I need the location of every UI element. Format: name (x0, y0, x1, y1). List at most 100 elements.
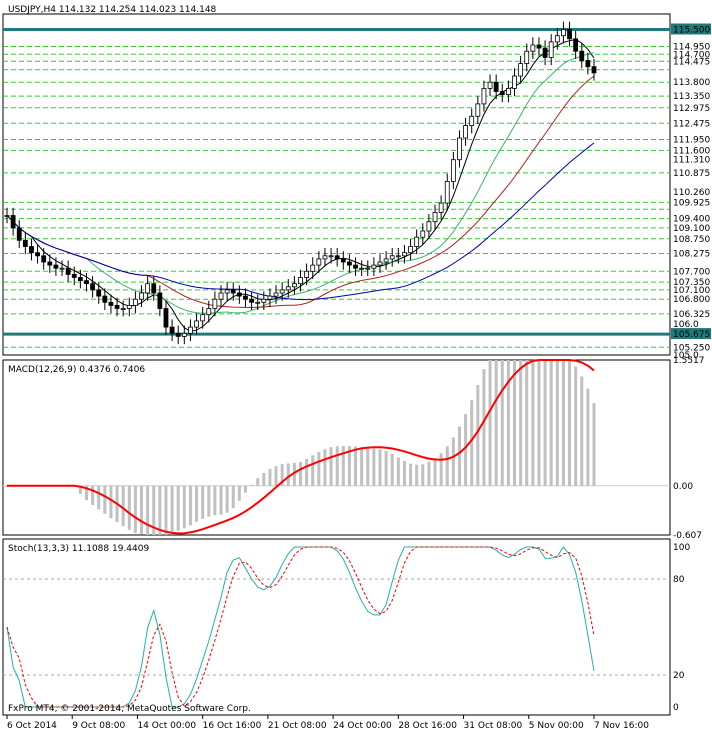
candle-body (542, 47, 548, 58)
key-level-tag (671, 328, 711, 340)
macd-histogram-bar (121, 485, 125, 527)
y-tick-label: 106.325 (673, 310, 710, 320)
macd-histogram-bar (311, 455, 315, 486)
macd-histogram-bar (158, 485, 162, 535)
candle-body (524, 50, 530, 65)
macd-histogram-bar (347, 446, 351, 486)
candle-body (426, 221, 432, 232)
macd-histogram-bar (225, 485, 229, 513)
candle-body (493, 81, 499, 92)
candle-body (505, 88, 511, 96)
macd-histogram-bar (268, 469, 272, 486)
macd-histogram-bar (146, 485, 150, 535)
candle-body (512, 75, 517, 89)
macd-histogram-bar (213, 485, 217, 516)
candle-body (4, 215, 10, 217)
candle-body (236, 292, 242, 297)
candle-body (389, 255, 395, 260)
macd-histogram-bar (555, 360, 559, 486)
x-tick-label: 9 Oct 08:00 (72, 721, 125, 731)
candle-body (102, 295, 108, 303)
x-tick-label: 6 Oct 2014 (7, 721, 57, 731)
candle-body (395, 255, 401, 258)
macd-histogram-bar (176, 485, 180, 531)
candle-body (438, 202, 444, 213)
candle-body (255, 301, 261, 304)
stoch-signal-line (6, 546, 595, 708)
macd-histogram-bar (286, 463, 290, 486)
candle-body (463, 125, 468, 139)
candle-body (41, 255, 47, 263)
stoch-y-tick-label: 20 (673, 671, 685, 681)
candle-body (469, 115, 475, 127)
candle-body (518, 63, 524, 77)
macd-histogram-bar (250, 484, 254, 486)
candle-body (163, 308, 169, 328)
macd-histogram-bar (561, 360, 565, 486)
macd-histogram-bar (262, 473, 266, 486)
candle-body (145, 283, 151, 294)
macd-histogram-bar (525, 360, 529, 486)
y-tick-label: 115.500 (673, 26, 710, 36)
panel-frame-1 (2, 13, 671, 356)
y-tick-label: 109.925 (673, 198, 710, 208)
macd-histogram-bar (409, 463, 413, 486)
candle-body (554, 35, 560, 43)
candle-body (175, 332, 181, 337)
y-tick-label: 108.750 (673, 235, 710, 245)
candle-body (16, 227, 22, 241)
candle-body (291, 283, 297, 288)
macd-histogram-bar (127, 485, 131, 530)
candle-body (47, 261, 53, 266)
candle-body (249, 298, 254, 303)
macd-histogram-bar (231, 485, 235, 509)
stoch-y-tick-label: 100 (673, 543, 690, 553)
y-tick-label: 111.310 (673, 155, 710, 165)
macd-histogram-bar (341, 445, 345, 486)
candle-body (151, 283, 157, 294)
candle-body (90, 283, 96, 291)
candle-body (304, 270, 310, 278)
macd-histogram-bar (457, 426, 461, 486)
candle-body (224, 289, 230, 294)
stoch-y-tick-label: 0 (673, 703, 679, 713)
macd-histogram-bar (329, 447, 333, 486)
candle-body (408, 246, 413, 254)
candle-body (139, 292, 144, 300)
macd-histogram-bar (488, 360, 492, 486)
x-tick-label: 21 Oct 08:00 (268, 721, 327, 731)
macd-histogram-bar (482, 369, 486, 486)
candle-body (35, 252, 40, 257)
candle-body (414, 236, 420, 247)
price-chart-title: USDJPY,H4 114.132 114.254 114.023 114.14… (8, 5, 217, 15)
macd-histogram-bar (531, 360, 535, 486)
stoch-main-line (6, 546, 595, 708)
y-tick-label: 107.100 (673, 286, 710, 296)
macd-histogram-bar (103, 485, 107, 514)
macd-y-tick-label: 0.00 (673, 482, 693, 492)
y-tick-label: 105.250 (673, 343, 710, 353)
macd-histogram-bar (580, 376, 584, 486)
candle-body (298, 277, 303, 285)
macd-histogram-bar (243, 485, 247, 493)
macd-histogram-bar (500, 360, 504, 486)
macd-histogram-bar (366, 447, 370, 486)
candle-body (29, 246, 34, 254)
macd-histogram-bar (201, 485, 205, 519)
y-tick-label: 106.800 (673, 295, 710, 305)
y-tick-label: 107.700 (673, 267, 710, 277)
macd-histogram-bar (133, 485, 137, 533)
candle-body (591, 66, 597, 74)
x-tick-label: 16 Oct 16:00 (203, 721, 262, 731)
macd-histogram-bar (396, 457, 400, 486)
macd-histogram-bar (433, 458, 437, 486)
candle-body (22, 239, 28, 247)
macd-histogram-bar (537, 360, 541, 486)
candle-body (181, 332, 187, 337)
y-tick-label: 111.950 (673, 136, 710, 146)
candle-body (573, 38, 579, 52)
y-tick-label: 111.600 (673, 146, 710, 156)
macd-histogram-bar (421, 464, 425, 486)
macd-histogram-bar (574, 366, 578, 486)
macd-histogram-bar (256, 478, 260, 486)
